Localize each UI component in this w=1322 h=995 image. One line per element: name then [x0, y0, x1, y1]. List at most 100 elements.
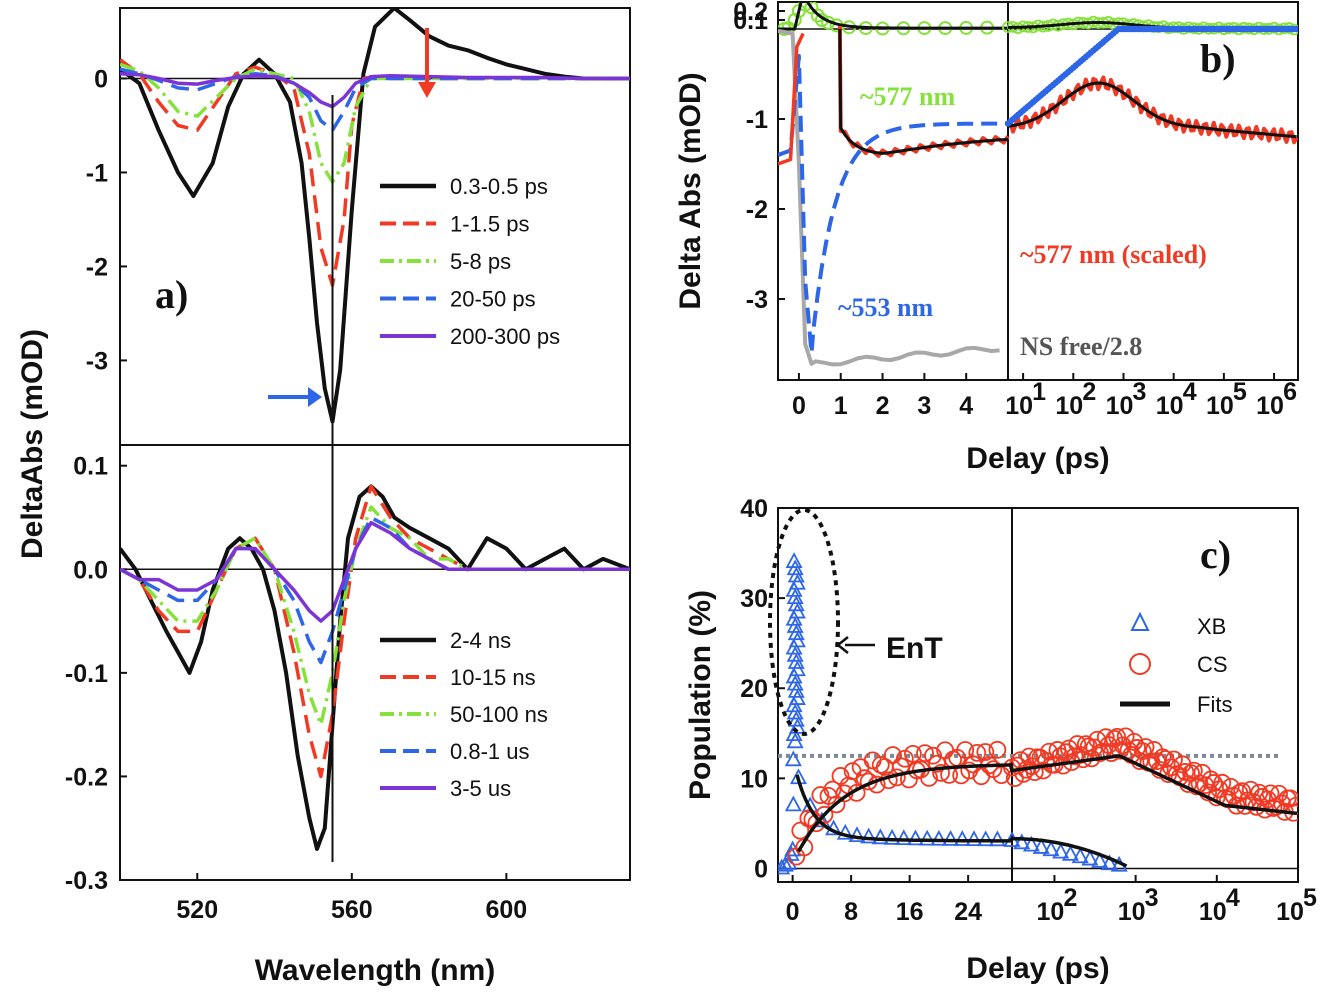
legend-marker-cs — [1129, 653, 1151, 675]
xb-data-point — [942, 830, 960, 846]
label-577nm-scaled: ~577 nm (scaled) — [1020, 240, 1207, 269]
xb-data-point — [786, 703, 804, 720]
panel-label-b: b) — [1200, 36, 1236, 81]
cs-data-point — [1085, 738, 1104, 757]
cs-data-point — [916, 744, 934, 763]
cs-data-point — [1068, 735, 1087, 753]
xb-data-point — [1052, 842, 1070, 859]
xtick-exponent: 3 — [1133, 378, 1147, 406]
xb-data-point — [785, 581, 803, 597]
xtick-exponent: 1 — [1032, 378, 1046, 406]
cs-data-point — [1281, 789, 1298, 808]
ytick-label: 0 — [754, 855, 768, 883]
ytick-label-bottom: 0.0 — [73, 556, 108, 584]
xb-data-point — [930, 829, 948, 846]
top-series-0-3-0-5-ps — [120, 8, 630, 424]
xtick-label: 24 — [954, 898, 982, 926]
legend-label: 200-300 ps — [450, 324, 560, 349]
xb-data-point — [860, 827, 878, 844]
xb-data-point — [871, 828, 889, 845]
green-fit-left — [805, 2, 1008, 30]
panel-b-frame — [777, 1, 1299, 381]
xb-data-point — [787, 653, 805, 669]
top-series-200-300-ps — [120, 72, 630, 109]
xtick-exponent: 5 — [1303, 884, 1317, 912]
xb-data-point — [778, 855, 794, 872]
xb-data-point — [786, 588, 804, 605]
ent-arrow-head — [835, 636, 849, 654]
xb-data-point — [1013, 833, 1031, 850]
top-series-5-8-ps — [120, 62, 630, 184]
ytick-label: -1 — [746, 106, 768, 134]
panel-c-data — [778, 552, 1298, 875]
ytick-label: 20 — [740, 675, 768, 703]
xtick-exponent: 2 — [1082, 378, 1096, 406]
xtick-label: 0 — [786, 898, 800, 926]
xtick-exponent: 4 — [1183, 378, 1197, 406]
xtick-label: 10 — [1256, 392, 1284, 420]
xb-data-point — [786, 559, 804, 576]
xb-data-point — [906, 829, 924, 846]
xb-data-point — [836, 823, 854, 840]
label-ns-free: NS free/2.8 — [1020, 332, 1142, 361]
ytick-label-bottom: 0.1 — [73, 453, 108, 481]
xtick-exponent: 3 — [1145, 884, 1159, 912]
xb-data-point — [787, 681, 805, 698]
xtick-label: 560 — [331, 896, 373, 924]
legend-label: 2-4 ns — [450, 628, 511, 653]
ytick-label: 0.1 — [733, 7, 768, 35]
ytick-label: 40 — [740, 495, 768, 523]
panel-b: 0.20.1-1-2-30 1 2 3 4 10 1 10 2 10 3 10 4 10 5 10 6Delay… — [674, 0, 1299, 475]
xtick-label: 10 — [1199, 898, 1227, 926]
xtick-label: 10 — [1037, 898, 1065, 926]
legend-label-cs: CS — [1197, 652, 1228, 677]
panel-a: 0 -1 -2 -3 0.1 0.0 -0.1 -0.2 -0.3 520 560 600 Wavele… — [16, 7, 631, 987]
xb-data-point — [1081, 849, 1099, 866]
panel-label-a: a) — [155, 272, 188, 317]
xb-data-point — [1042, 840, 1060, 857]
green-data-point — [810, 8, 825, 23]
legend-label-xb: XB — [1197, 614, 1226, 639]
xb-data-point — [778, 858, 791, 875]
ent-ellipse — [768, 508, 840, 736]
y-axis-title: Population (%) — [684, 590, 717, 800]
x-axis-title: Delay (ps) — [966, 442, 1109, 475]
xb-data-point — [787, 624, 805, 641]
xb-data-point — [786, 674, 804, 691]
cs-data-point — [924, 746, 942, 765]
legend-label: 50-100 ns — [450, 702, 548, 727]
x-axis-title: Wavelength (nm) — [255, 954, 496, 987]
xtick-label: 4 — [959, 392, 973, 420]
xb-data-point — [1032, 838, 1050, 854]
bottom-series-10-15-ns — [120, 484, 630, 779]
xtick-label: 3 — [917, 392, 931, 420]
ytick-label-bottom: -0.1 — [65, 660, 108, 688]
xb-data-point — [786, 617, 804, 633]
panel-b-traces — [778, 2, 1298, 367]
blue-trace-left — [778, 54, 1006, 355]
gray-trace-left — [778, 28, 1000, 367]
xb-data-point — [785, 696, 803, 713]
cs-data-point — [904, 744, 922, 763]
cs-data-point — [1088, 730, 1107, 749]
ent-label: EnT — [886, 632, 943, 665]
legend-label: 10-15 ns — [450, 665, 536, 690]
ytick-label: 10 — [740, 765, 768, 793]
y-axis-title: Delta Abs (mOD) — [674, 72, 707, 309]
xb-fit-line — [795, 774, 1128, 868]
cs-data-point — [956, 741, 975, 759]
ytick-label-top: 0 — [94, 65, 108, 93]
xtick-label: 10 — [1206, 392, 1234, 420]
legend-label-fits: Fits — [1197, 692, 1232, 717]
xtick-label: 10 — [1156, 392, 1184, 420]
xb-data-point — [785, 609, 803, 626]
legend-label: 3-5 us — [450, 776, 511, 801]
xb-data-point — [1022, 835, 1040, 852]
y-axis-title: DeltaAbs (mOD) — [16, 329, 49, 559]
ytick-label: 30 — [740, 585, 768, 613]
ytick-label-top: -2 — [86, 253, 108, 281]
xb-data-point — [784, 795, 802, 812]
xtick-label: 10 — [1118, 898, 1146, 926]
blue-data-point — [1293, 25, 1298, 33]
